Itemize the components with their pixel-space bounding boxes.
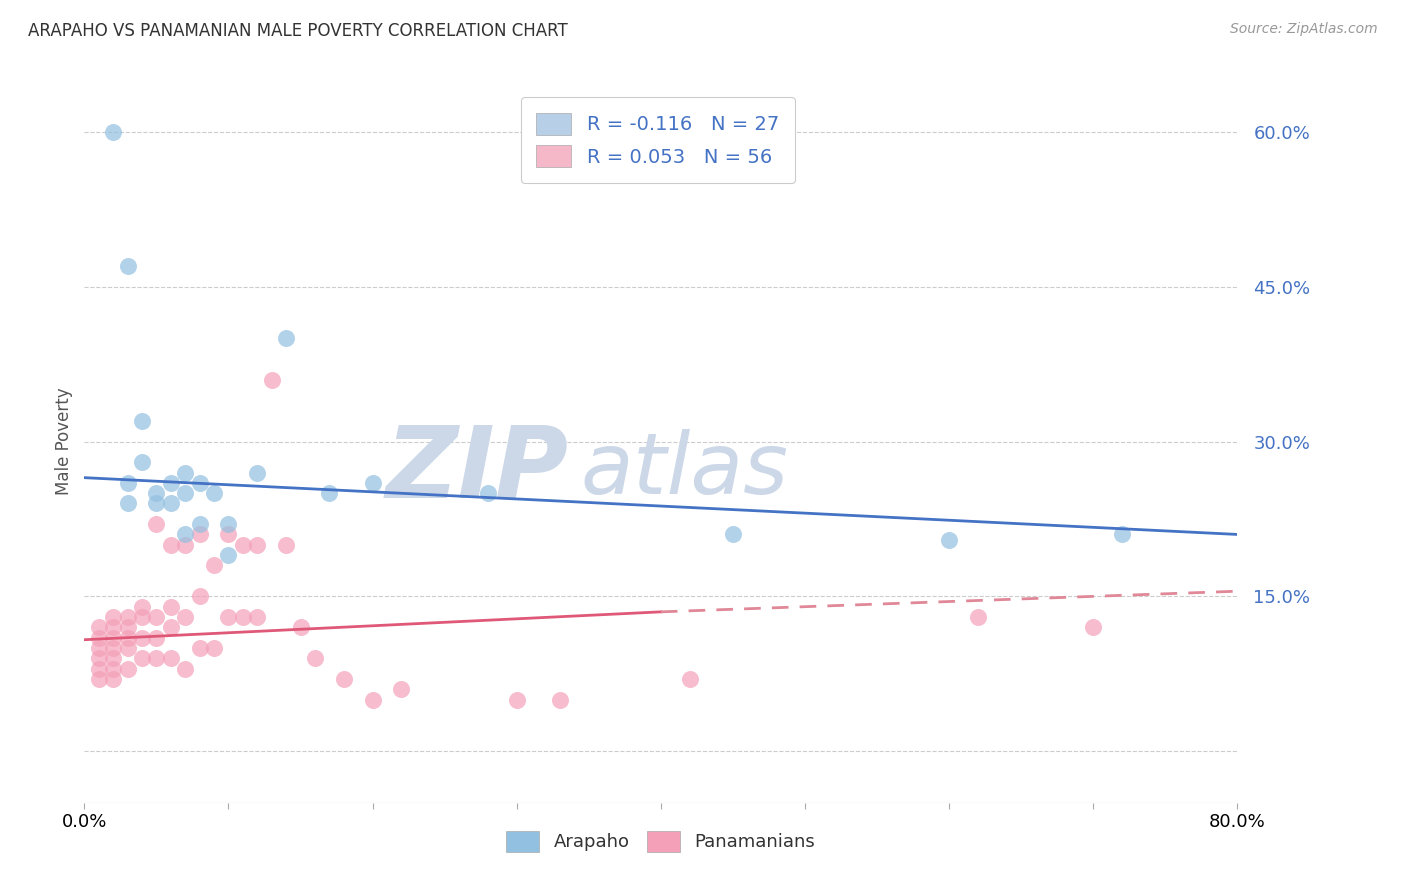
- Y-axis label: Male Poverty: Male Poverty: [55, 388, 73, 495]
- Point: [174, 610, 197, 624]
- Point: [131, 651, 153, 665]
- Point: [160, 475, 183, 490]
- Point: [246, 610, 269, 624]
- Point: [117, 640, 139, 655]
- Legend: Arapaho, Panamanians: Arapaho, Panamanians: [499, 823, 823, 859]
- Point: [160, 538, 183, 552]
- Text: ARAPAHO VS PANAMANIAN MALE POVERTY CORRELATION CHART: ARAPAHO VS PANAMANIAN MALE POVERTY CORRE…: [28, 22, 568, 40]
- Point: [174, 466, 197, 480]
- Text: ZIP: ZIP: [385, 422, 568, 519]
- Point: [160, 651, 183, 665]
- Point: [1111, 527, 1133, 541]
- Text: Source: ZipAtlas.com: Source: ZipAtlas.com: [1230, 22, 1378, 37]
- Point: [290, 620, 312, 634]
- Point: [260, 373, 283, 387]
- Point: [188, 517, 211, 532]
- Point: [174, 527, 197, 541]
- Point: [202, 640, 225, 655]
- Point: [246, 466, 269, 480]
- Point: [103, 620, 124, 634]
- Point: [103, 640, 124, 655]
- Point: [145, 631, 167, 645]
- Point: [145, 496, 167, 510]
- Point: [103, 672, 124, 686]
- Point: [246, 538, 269, 552]
- Point: [131, 610, 153, 624]
- Point: [117, 610, 139, 624]
- Point: [218, 517, 240, 532]
- Point: [202, 486, 225, 500]
- Point: [87, 651, 110, 665]
- Point: [188, 475, 211, 490]
- Point: [361, 692, 384, 706]
- Point: [938, 533, 960, 547]
- Point: [160, 496, 183, 510]
- Point: [276, 331, 298, 345]
- Point: [174, 662, 197, 676]
- Point: [117, 259, 139, 273]
- Point: [218, 610, 240, 624]
- Point: [160, 599, 183, 614]
- Point: [188, 590, 211, 604]
- Point: [87, 631, 110, 645]
- Point: [145, 517, 167, 532]
- Point: [160, 620, 183, 634]
- Point: [87, 640, 110, 655]
- Point: [232, 538, 254, 552]
- Point: [117, 631, 139, 645]
- Point: [103, 662, 124, 676]
- Point: [477, 486, 499, 500]
- Point: [506, 692, 529, 706]
- Point: [318, 486, 340, 500]
- Point: [174, 538, 197, 552]
- Point: [333, 672, 356, 686]
- Point: [103, 651, 124, 665]
- Text: atlas: atlas: [581, 429, 789, 512]
- Point: [202, 558, 225, 573]
- Point: [87, 662, 110, 676]
- Point: [117, 662, 139, 676]
- Point: [188, 640, 211, 655]
- Point: [103, 610, 124, 624]
- Point: [103, 631, 124, 645]
- Point: [721, 527, 744, 541]
- Point: [131, 414, 153, 428]
- Point: [232, 610, 254, 624]
- Point: [117, 475, 139, 490]
- Point: [131, 599, 153, 614]
- Point: [131, 631, 153, 645]
- Point: [1083, 620, 1105, 634]
- Point: [87, 620, 110, 634]
- Point: [174, 486, 197, 500]
- Point: [188, 527, 211, 541]
- Point: [145, 486, 167, 500]
- Point: [276, 538, 298, 552]
- Point: [145, 610, 167, 624]
- Point: [548, 692, 571, 706]
- Point: [117, 620, 139, 634]
- Point: [391, 682, 413, 697]
- Point: [218, 548, 240, 562]
- Point: [145, 651, 167, 665]
- Point: [967, 610, 990, 624]
- Point: [87, 672, 110, 686]
- Point: [679, 672, 702, 686]
- Point: [117, 496, 139, 510]
- Point: [103, 125, 124, 139]
- Point: [361, 475, 384, 490]
- Point: [304, 651, 326, 665]
- Point: [131, 455, 153, 469]
- Point: [218, 527, 240, 541]
